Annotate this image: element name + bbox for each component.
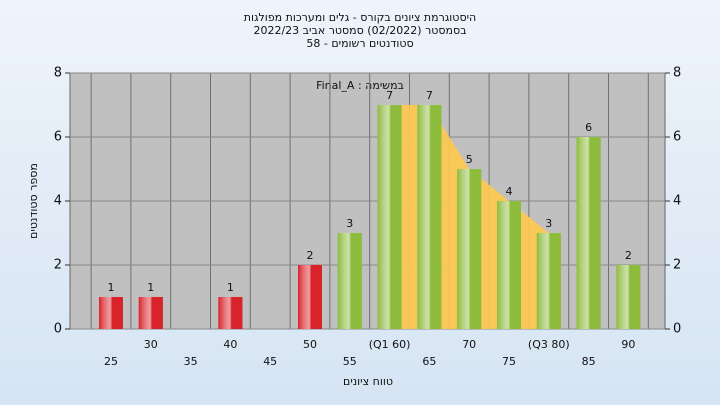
x-tick-label: 50	[303, 338, 317, 351]
bar	[298, 265, 322, 329]
value-label: 2	[625, 249, 632, 262]
x-tick-label: (Q1 60)	[369, 338, 411, 351]
bar	[616, 265, 641, 329]
bar	[497, 201, 521, 329]
x-tick-label: 55	[343, 355, 357, 368]
value-label: 3	[545, 217, 552, 230]
value-label: 3	[346, 217, 353, 230]
x-axis-label: טווח ציונים	[343, 375, 393, 388]
y-axis-label: מספר סטודנטים	[27, 163, 40, 239]
x-tick-label: 65	[422, 355, 436, 368]
bar	[218, 297, 243, 329]
annotation: במשימה : Final_A	[316, 79, 404, 92]
y2-tick-label: 6	[673, 130, 681, 145]
bar	[576, 137, 601, 329]
y-tick-label: 8	[54, 66, 62, 81]
y2-tick-label: 4	[673, 194, 681, 209]
chart-subtitle: סטודנטים רשומים - 58	[306, 37, 413, 50]
y2-tick-label: 0	[673, 322, 681, 337]
x-tick-label: 70	[462, 338, 476, 351]
bar	[99, 297, 123, 329]
x-tick-label: 90	[621, 338, 635, 351]
y-tick-label: 6	[54, 130, 62, 145]
bar	[417, 105, 442, 329]
bar	[337, 233, 362, 329]
bar	[138, 297, 163, 329]
x-tick-label: 25	[104, 355, 118, 368]
bar	[377, 105, 402, 329]
value-label: 2	[307, 249, 314, 262]
bar	[457, 169, 482, 329]
value-label: 1	[147, 281, 154, 294]
x-tick-label: 85	[582, 355, 596, 368]
value-label: 1	[227, 281, 234, 294]
chart-title: היסטוגרמת ציונים בקורס - גלים ומערכות מפ…	[244, 11, 476, 24]
value-label: 5	[466, 153, 473, 166]
value-label: 4	[506, 185, 513, 198]
y2-tick-label: 2	[673, 258, 681, 273]
value-label: 6	[585, 121, 592, 134]
x-tick-label: 75	[502, 355, 516, 368]
value-label: 7	[386, 89, 393, 102]
value-label: 1	[108, 281, 115, 294]
x-tick-label: 30	[144, 338, 158, 351]
chart-subtitle: בסמסטר (02/2022) סמסטר אביב 2022/23	[253, 24, 466, 37]
y-tick-label: 4	[54, 194, 62, 209]
bar	[536, 233, 561, 329]
value-label: 7	[426, 89, 433, 102]
x-tick-label: (Q3 80)	[528, 338, 570, 351]
y2-tick-label: 8	[673, 66, 681, 81]
x-tick-label: 45	[263, 355, 277, 368]
y-tick-label: 0	[54, 322, 62, 337]
y-tick-label: 2	[54, 258, 62, 273]
x-tick-label: 40	[223, 338, 237, 351]
x-tick-label: 35	[184, 355, 198, 368]
